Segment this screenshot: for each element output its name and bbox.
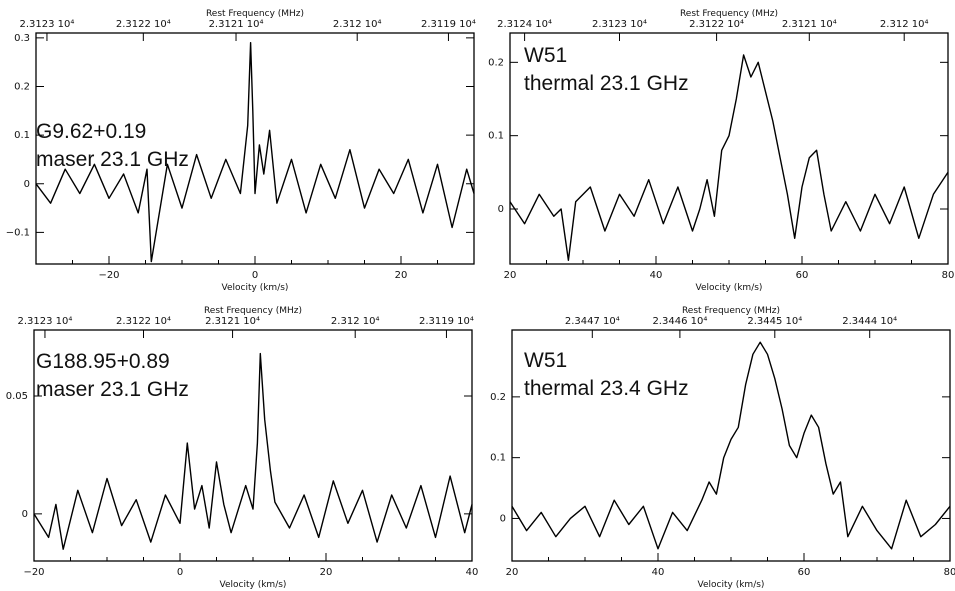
top-tick-label: 2.3123 10⁴: [17, 316, 72, 327]
transition-label: maser 23.1 GHz: [36, 378, 189, 401]
x-tick-label: −20: [98, 270, 119, 281]
top-tick-label: 2.3119 10⁴: [419, 316, 474, 327]
spectrum-line: [511, 341, 951, 550]
top-axis-title: Rest Frequency (MHz): [680, 9, 778, 19]
transition-label: maser 23.1 GHz: [36, 148, 189, 171]
y-tick-label: 0.2: [14, 81, 30, 92]
x-tick-label: 60: [796, 270, 809, 281]
source-name: G188.95+0.89: [36, 350, 170, 373]
top-tick-label: 2.312 10⁴: [880, 19, 929, 30]
top-tick-label: 2.3445 10⁴: [747, 316, 802, 327]
transition-label: thermal 23.1 GHz: [524, 72, 689, 95]
top-tick-label: 2.3121 10⁴: [205, 316, 260, 327]
plot-frame: [511, 329, 951, 562]
x-tick-label: 40: [466, 567, 479, 578]
spectrum-panel-4: 20 40 60 80 0 0.1 0.2 2.3447 10⁴ 2.3446 10⁴ 2.344…: [490, 306, 955, 590]
x-tick-label: 80: [942, 270, 955, 281]
top-axis-title: Rest Frequency (MHz): [206, 9, 304, 19]
source-name: W51: [524, 44, 567, 67]
source-name: W51: [524, 349, 567, 372]
y-tick-label: 0.1: [490, 453, 506, 464]
y-tick-label: −0.1: [6, 227, 30, 238]
spectrum-panel-2: 20 40 60 80 0 0.1 0.2 2.3124 10⁴ 2.3123 10⁴ 2.312…: [488, 9, 954, 293]
top-tick-label: 2.3121 10⁴: [209, 19, 264, 30]
top-tick-label: 2.3122 10⁴: [116, 316, 171, 327]
x-tick-label: 40: [652, 567, 665, 578]
top-tick-label: 2.3123 10⁴: [592, 19, 647, 30]
x-tick-label: 0: [252, 270, 258, 281]
y-tick-label: 0.2: [488, 57, 504, 68]
source-name: G9.62+0.19: [36, 120, 146, 143]
top-tick-label: 2.3444 10⁴: [842, 316, 897, 327]
top-tick-label: 2.312 10⁴: [333, 19, 382, 30]
spectrum-line: [509, 54, 949, 261]
x-tick-label: 20: [506, 567, 519, 578]
x-tick-label: 40: [650, 270, 663, 281]
top-tick-label: 2.3119 10⁴: [421, 19, 476, 30]
top-axis-title: Rest Frequency (MHz): [682, 306, 780, 316]
top-tick-label: 2.3124 10⁴: [497, 19, 552, 30]
x-axis-title: Velocity (km/s): [698, 580, 765, 590]
top-tick-label: 2.3123 10⁴: [19, 19, 74, 30]
y-tick-label: 0: [24, 179, 30, 190]
y-tick-label: 0: [500, 513, 506, 524]
x-axis-title: Velocity (km/s): [222, 283, 289, 293]
plot-frame: [509, 32, 949, 265]
y-tick-label: 0.2: [490, 392, 506, 403]
spectrum-line: [33, 352, 473, 550]
x-tick-label: −20: [23, 567, 44, 578]
transition-label: thermal 23.4 GHz: [524, 377, 689, 400]
spectrum-panel-3: −20 0 20 40 0 0.05 2.3123 10⁴ 2.3122 10⁴ 2.3121 …: [6, 306, 479, 590]
x-tick-label: 20: [504, 270, 517, 281]
x-tick-label: 20: [395, 270, 408, 281]
x-tick-label: 80: [944, 567, 955, 578]
y-tick-label: 0.3: [14, 33, 30, 44]
top-tick-label: 2.3122 10⁴: [689, 19, 744, 30]
x-tick-label: 0: [177, 567, 183, 578]
x-axis-title: Velocity (km/s): [220, 580, 287, 590]
x-axis-title: Velocity (km/s): [696, 283, 763, 293]
spectrum-panel-1: −20 0 20 −0.1 0 0.1 0.2 0.3 2.3123 10⁴ 2.3122 10⁴…: [6, 9, 476, 293]
top-tick-label: 2.3121 10⁴: [782, 19, 837, 30]
top-tick-label: 2.3447 10⁴: [565, 316, 620, 327]
x-tick-label: 60: [798, 567, 811, 578]
y-tick-label: 0.05: [6, 391, 28, 402]
spectrum-line: [35, 42, 475, 263]
top-tick-label: 2.3122 10⁴: [116, 19, 171, 30]
y-tick-label: 0.1: [488, 131, 504, 142]
top-axis-title: Rest Frequency (MHz): [204, 306, 302, 316]
y-tick-label: 0: [498, 204, 504, 215]
top-tick-label: 2.312 10⁴: [331, 316, 380, 327]
top-tick-label: 2.3446 10⁴: [652, 316, 707, 327]
y-tick-label: 0: [22, 509, 28, 520]
x-tick-label: 20: [320, 567, 333, 578]
y-tick-label: 0.1: [14, 130, 30, 141]
